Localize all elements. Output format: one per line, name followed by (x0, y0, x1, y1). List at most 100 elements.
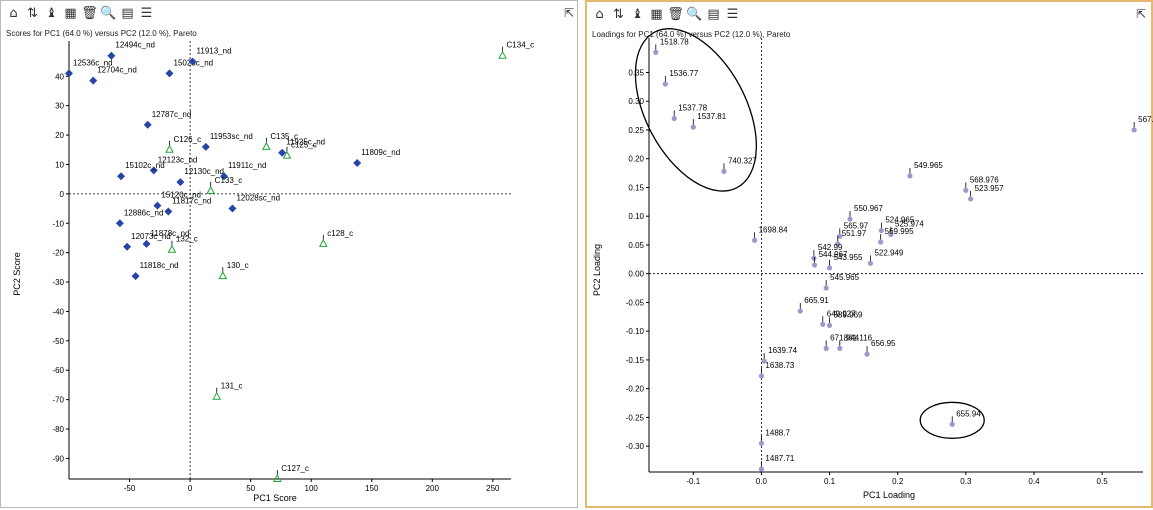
x-tick-label: 250 (486, 484, 500, 493)
y-tick-label: -50 (52, 337, 64, 346)
y-tick-label: -10 (52, 219, 64, 228)
list-icon[interactable]: ☰ (140, 6, 153, 21)
data-point (218, 271, 228, 280)
magnifier-icon[interactable]: 🔍 (686, 7, 703, 22)
x-tick-label: 150 (365, 484, 379, 493)
data-label: 12494c_nd (115, 41, 155, 50)
table-icon[interactable]: ▦ (64, 6, 77, 21)
data-point (142, 239, 151, 248)
data-label: 649.927 (827, 309, 856, 318)
data-point (278, 148, 287, 157)
data-label: 525.974 (895, 220, 924, 229)
data-label: C133_c (215, 176, 243, 185)
data-point (89, 76, 98, 85)
home-icon[interactable]: ⌂ (9, 6, 18, 21)
y-tick-label: 0.15 (628, 183, 644, 192)
scores-plot-panel: ⌂ ⇅ ♝ ▦ 🗑 🔍 ▤ ☰ ⇱ Scores for PC1 (64.0 %… (0, 0, 578, 508)
data-point (131, 272, 140, 281)
data-point (847, 216, 853, 222)
data-point (864, 351, 870, 357)
data-label: 11911c_nd (228, 161, 266, 170)
y-tick-label: 0.05 (628, 241, 644, 250)
pin-icon[interactable]: ♝ (631, 7, 644, 22)
sort-icon[interactable]: ⇅ (27, 6, 38, 21)
data-point (201, 142, 210, 151)
data-point (826, 265, 833, 271)
data-label: 1537.81 (697, 112, 726, 121)
trash-icon[interactable]: 🗑 (667, 7, 684, 22)
data-label: 565.97 (844, 221, 869, 230)
y-tick-label: -70 (52, 396, 64, 405)
data-point (823, 285, 829, 291)
home-icon[interactable]: ⌂ (595, 7, 604, 22)
data-label: 567.973 (1138, 115, 1153, 124)
y-tick-label: -0.10 (626, 327, 645, 336)
y-tick-label: 20 (55, 131, 64, 140)
data-point (758, 466, 765, 472)
x-tick-label: 200 (426, 484, 440, 493)
data-point (811, 262, 818, 268)
data-point (498, 50, 507, 59)
x-axis-label: PC1 Score (253, 493, 297, 503)
x-tick-label: 0 (188, 484, 193, 493)
data-point (949, 421, 955, 427)
y-tick-label: -60 (52, 366, 64, 375)
data-point (758, 440, 765, 446)
data-label: 665.91 (804, 296, 829, 305)
data-label: 1698.84 (759, 225, 788, 234)
data-point (826, 322, 833, 329)
data-label: 568.976 (970, 175, 999, 184)
data-point (1131, 127, 1137, 133)
data-point (797, 308, 803, 314)
data-label: 543.955 (834, 253, 863, 262)
data-point (153, 201, 162, 210)
undock-icon[interactable]: ⇱ (1136, 7, 1147, 21)
list-icon[interactable]: ☰ (726, 7, 739, 22)
data-label: 15120c_nd (161, 191, 201, 200)
data-label: 544.967 (819, 250, 848, 259)
magnifier-icon[interactable]: 🔍 (100, 6, 117, 21)
data-point (117, 172, 126, 181)
x-tick-label: 0.3 (960, 477, 972, 486)
y-tick-label: -20 (52, 249, 64, 258)
data-label: 655.94 (956, 409, 981, 418)
undock-icon[interactable]: ⇱ (564, 6, 575, 20)
data-point (878, 239, 884, 245)
data-point (653, 49, 659, 55)
data-point (220, 172, 229, 181)
data-label: 12787c_nd (152, 110, 192, 119)
y-tick-label: -0.25 (626, 413, 645, 422)
data-label: 12886c_nd (124, 208, 164, 217)
highlight-ellipse (634, 28, 757, 192)
y-tick-label: 0.20 (628, 155, 644, 164)
data-point (353, 158, 362, 167)
data-label: 1518.78 (660, 37, 689, 46)
grid-icon[interactable]: ▤ (707, 7, 720, 22)
x-tick-label: 0.1 (824, 477, 836, 486)
data-label: 12123c_nd (158, 155, 198, 164)
data-label: 524.965 (885, 216, 914, 225)
data-point (811, 255, 817, 261)
pin-icon[interactable]: ♝ (45, 6, 58, 21)
data-label: 12704c_nd (97, 66, 137, 75)
table-icon[interactable]: ▦ (650, 7, 663, 22)
data-label: 656.95 (871, 339, 896, 348)
sort-icon[interactable]: ⇅ (613, 7, 624, 22)
data-point (165, 144, 174, 153)
y-tick-label: 0.30 (628, 97, 644, 106)
data-point (318, 238, 328, 247)
grid-icon[interactable]: ▤ (121, 6, 134, 21)
data-point (662, 81, 668, 87)
data-point (761, 358, 767, 364)
data-label: 11913_nd (197, 47, 232, 56)
x-tick-label: 0.4 (1028, 477, 1040, 486)
data-label: 130_c (227, 261, 249, 270)
data-point (65, 69, 73, 78)
data-point (176, 178, 185, 187)
x-tick-label: 0.2 (892, 477, 904, 486)
trash-icon[interactable]: 🗑 (81, 6, 98, 21)
y-tick-label: -90 (52, 454, 64, 463)
data-label: 12073c_nd (131, 232, 171, 241)
data-point (837, 233, 843, 239)
data-label: 671.944 (830, 333, 859, 342)
